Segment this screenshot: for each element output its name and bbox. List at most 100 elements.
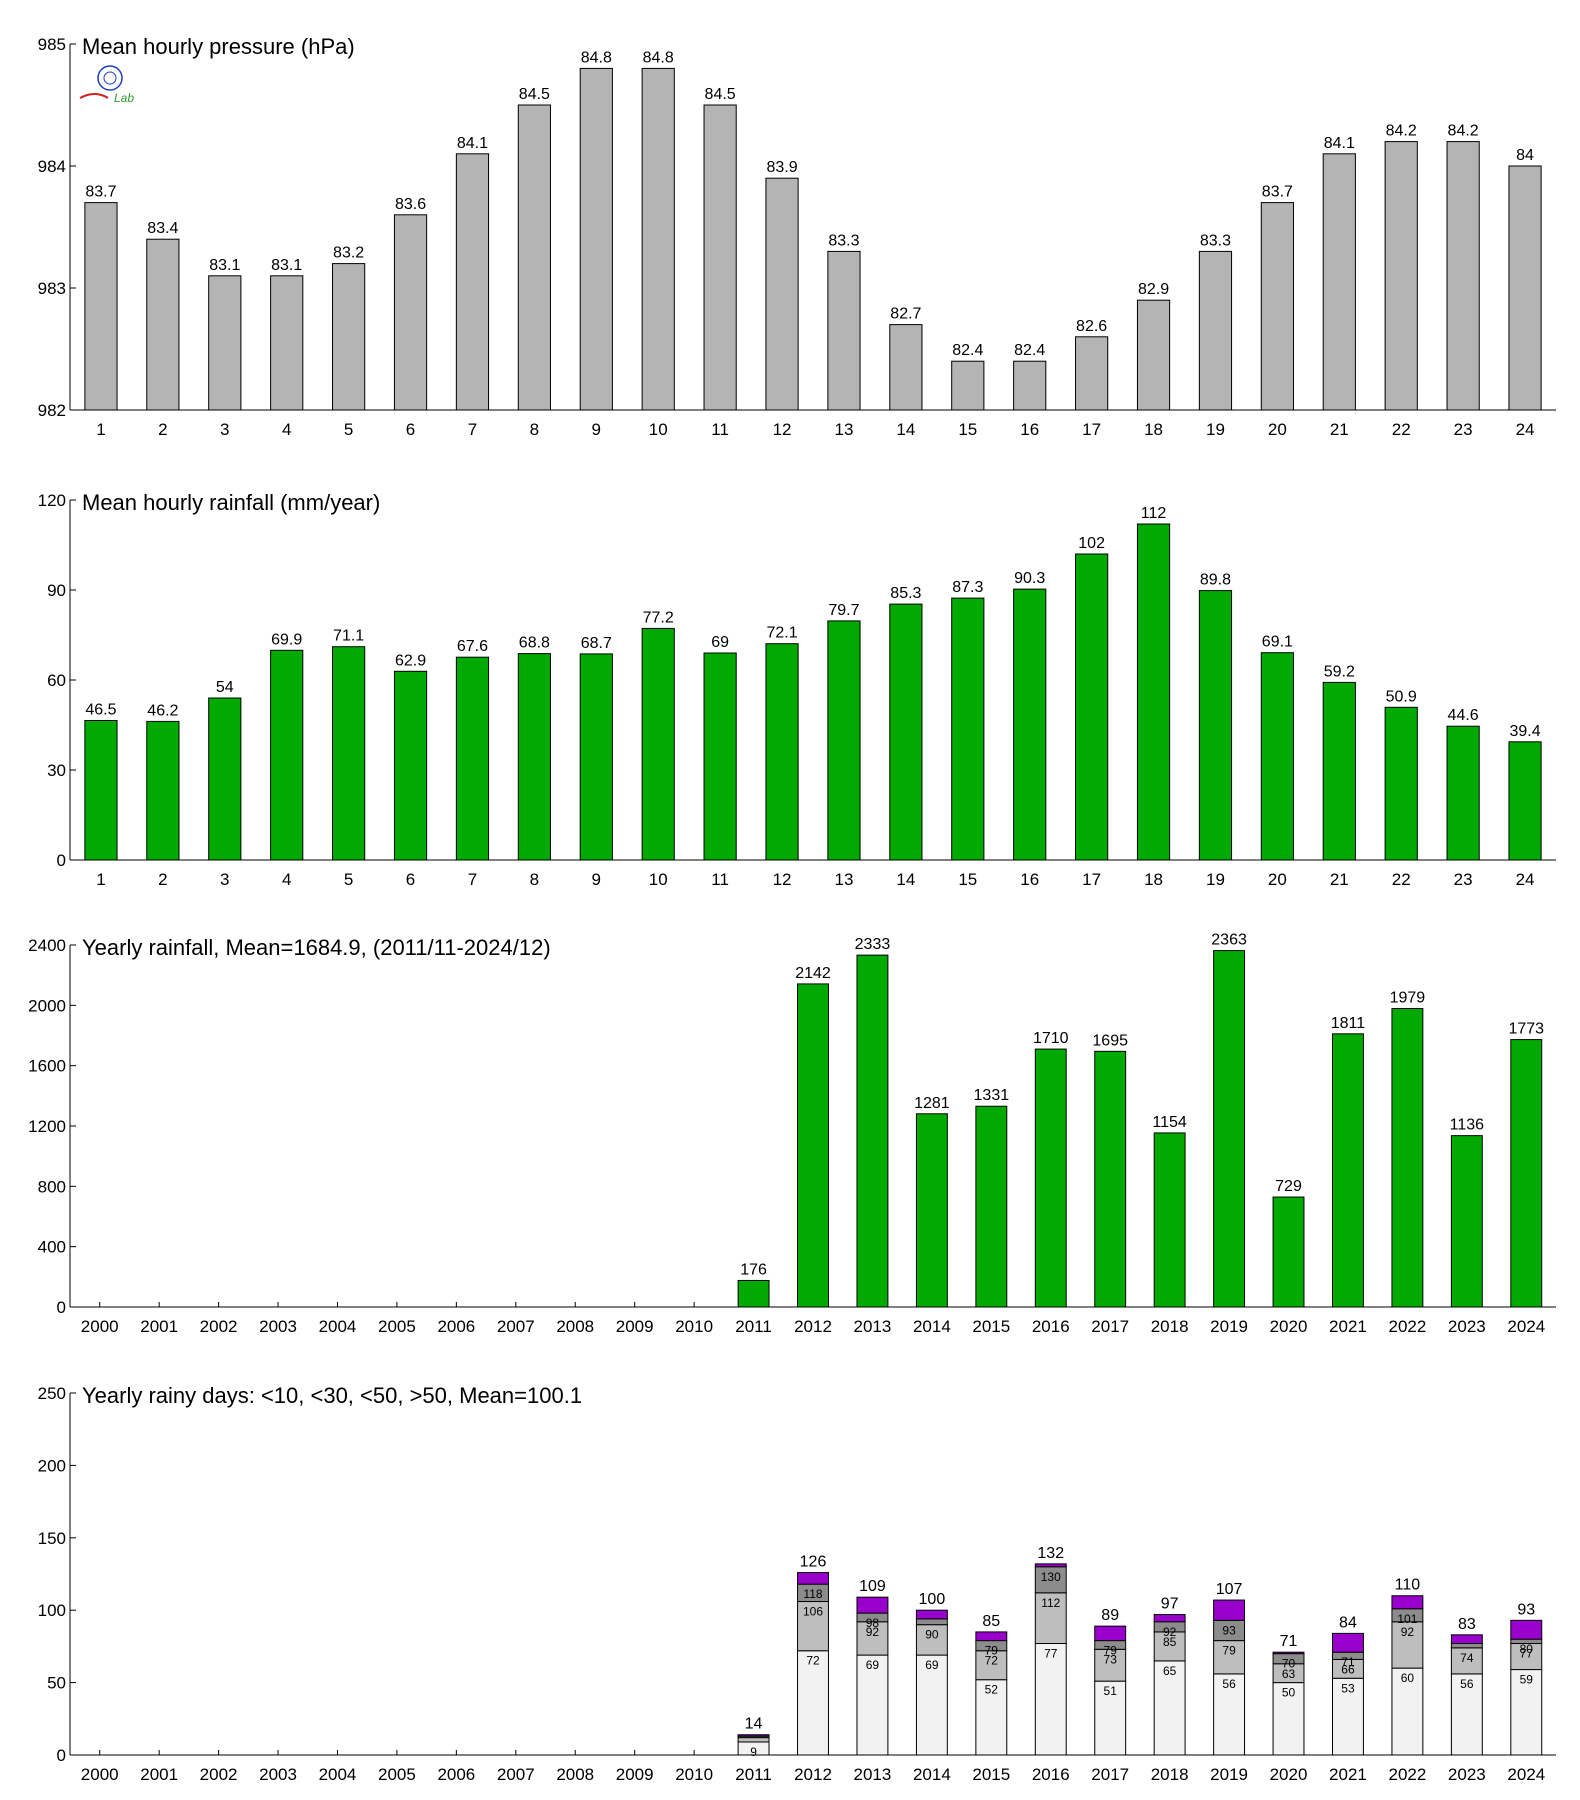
- chart4-data-label: 110: [1395, 1577, 1421, 1594]
- chart2-bar: [951, 597, 985, 861]
- chart4-x-tick-label: 2014: [913, 1765, 951, 1784]
- chart1-data-label: 84.8: [581, 49, 612, 66]
- chart2-x-tick-label: 9: [592, 870, 601, 889]
- chart4-data-label: 100: [919, 1591, 946, 1608]
- chart4-x-tick-label: 2022: [1388, 1765, 1426, 1784]
- chart4-y-tick-label: 200: [38, 1456, 66, 1475]
- chart2-bar: [703, 652, 737, 861]
- chart4-bar-lt30: [1153, 1631, 1186, 1662]
- chart4-segment-label-lt30: 112: [1041, 1596, 1060, 1610]
- chart1-data-label: 84.8: [643, 49, 674, 66]
- chart2-data-label: 68.7: [581, 635, 612, 652]
- chart3-x-tick-label: 2011: [735, 1317, 772, 1336]
- chart4-x-tick-label: 2015: [972, 1765, 1010, 1784]
- chart2-data-label: 68.8: [519, 635, 550, 652]
- chart4-bar-lt10: [1391, 1667, 1424, 1756]
- chart4-x-tick-label: 2013: [854, 1765, 892, 1784]
- chart2-x-tick-label: 21: [1330, 870, 1349, 889]
- chart4-segment-label-lt30: 90: [925, 1628, 939, 1642]
- chart3-data-label: 1136: [1450, 1117, 1485, 1134]
- chart4-x-tick-label: 2016: [1032, 1765, 1070, 1784]
- chart4-segment-label-lt10: 69: [866, 1658, 880, 1672]
- chart1-bar: [889, 324, 923, 411]
- chart1-x-tick-label: 20: [1268, 420, 1287, 439]
- chart2-data-label: 67.6: [457, 638, 488, 655]
- chart1-bar: [146, 238, 180, 411]
- chart3-x-tick-label: 2018: [1151, 1317, 1189, 1336]
- chart2-data-label: 112: [1141, 505, 1167, 522]
- chart4-data-label: 83: [1458, 1616, 1476, 1633]
- chart4-y-tick-label: 150: [38, 1529, 66, 1548]
- chart2-x-tick-label: 20: [1268, 870, 1287, 889]
- chart1-bar: [332, 263, 366, 411]
- chart4-x-tick-label: 2023: [1448, 1765, 1486, 1784]
- chart1-x-tick-label: 11: [711, 420, 729, 439]
- chart2-x-tick-label: 15: [958, 870, 977, 889]
- chart3-y-tick-label: 1600: [28, 1057, 66, 1076]
- chart2-bar: [146, 720, 180, 861]
- chart1-bar: [1013, 360, 1047, 411]
- chart4-bar-lt30: [1094, 1648, 1127, 1682]
- chart2-x-tick-label: 4: [282, 870, 291, 889]
- chart1-data-label: 83.3: [828, 232, 859, 249]
- chart1-x-tick-label: 3: [220, 420, 229, 439]
- chart4-bar-gt50: [1332, 1632, 1364, 1653]
- chart4-bar-lt10: [1153, 1660, 1186, 1756]
- chart3-x-tick-label: 2000: [81, 1317, 119, 1336]
- chart4-bar-lt30: [1034, 1592, 1067, 1645]
- chart3-data-label: 176: [740, 1261, 767, 1278]
- chart2-y-tick-label: 120: [38, 491, 66, 510]
- chart4-bar-lt10: [1034, 1643, 1067, 1756]
- chart4-data-label: 107: [1216, 1581, 1243, 1598]
- chart1-x-tick-label: 18: [1144, 420, 1163, 439]
- chart3-data-label: 1811: [1331, 1015, 1366, 1032]
- chart2-x-tick-label: 23: [1454, 870, 1473, 889]
- chart4-data-label: 93: [1517, 1601, 1535, 1618]
- chart4-segment-label-lt10: 69: [925, 1658, 939, 1672]
- chart2-x-tick-label: 6: [406, 870, 415, 889]
- chart2-data-label: 85.3: [890, 585, 921, 602]
- chart2-bar: [84, 720, 118, 861]
- chart4-x-tick-label: 2001: [140, 1765, 178, 1784]
- chart1-bar: [703, 104, 737, 411]
- chart3-bar: [1450, 1135, 1483, 1308]
- chart3-x-tick-label: 2015: [972, 1317, 1010, 1336]
- chart4-data-label: 85: [982, 1613, 1000, 1630]
- chart1-data-label: 83.6: [395, 196, 426, 213]
- chart4-bar-gt50: [1153, 1614, 1186, 1623]
- chart4-segment-label-lt10: 77: [1044, 1647, 1058, 1661]
- chart4-data-label: 97: [1161, 1596, 1179, 1613]
- chart4-segment-label-lt50: 118: [803, 1587, 822, 1601]
- chart2-bar: [208, 697, 242, 861]
- chart4-segment-label-lt30: 63: [1282, 1667, 1296, 1681]
- chart1-x-tick-label: 19: [1206, 420, 1225, 439]
- chart2-data-label: 102: [1078, 535, 1105, 552]
- chart4-segment-label-lt30: 77: [1520, 1647, 1534, 1661]
- chart4-x-tick-label: 2009: [616, 1765, 654, 1784]
- chart1-data-label: 83.9: [766, 159, 797, 176]
- chart4-bar-lt10: [797, 1650, 829, 1756]
- chart2-y-tick-label: 90: [47, 581, 66, 600]
- chart3-x-tick-label: 2007: [497, 1317, 535, 1336]
- chart3-bar: [915, 1113, 948, 1308]
- chart4-data-label: 71: [1280, 1633, 1298, 1650]
- chart3-bar: [975, 1105, 1008, 1308]
- chart3-data-label: 2333: [855, 936, 891, 953]
- logo-seal-inner-icon: [103, 71, 117, 85]
- chart3-y-tick-label: 1200: [28, 1117, 66, 1136]
- chart1-x-tick-label: 9: [592, 420, 601, 439]
- chart4-x-tick-label: 2008: [556, 1765, 594, 1784]
- chart4-segment-label-lt30: 73: [1104, 1652, 1118, 1666]
- chart1-x-tick-label: 7: [468, 420, 477, 439]
- chart3-data-label: 1154: [1152, 1114, 1187, 1131]
- chart4-x-tick-label: 2019: [1210, 1765, 1248, 1784]
- chart2-data-label: 72.1: [766, 625, 797, 642]
- chart1-data-label: 83.7: [1262, 184, 1293, 201]
- chart1-bar: [1384, 141, 1418, 411]
- chart4-x-tick-label: 2017: [1091, 1765, 1129, 1784]
- chart3-bar: [1332, 1033, 1364, 1308]
- chart1-x-tick-label: 14: [896, 420, 915, 439]
- chart4-segment-label-lt50: 98: [866, 1616, 880, 1630]
- chart3-bar: [797, 983, 829, 1308]
- chart3-bar: [1510, 1039, 1543, 1308]
